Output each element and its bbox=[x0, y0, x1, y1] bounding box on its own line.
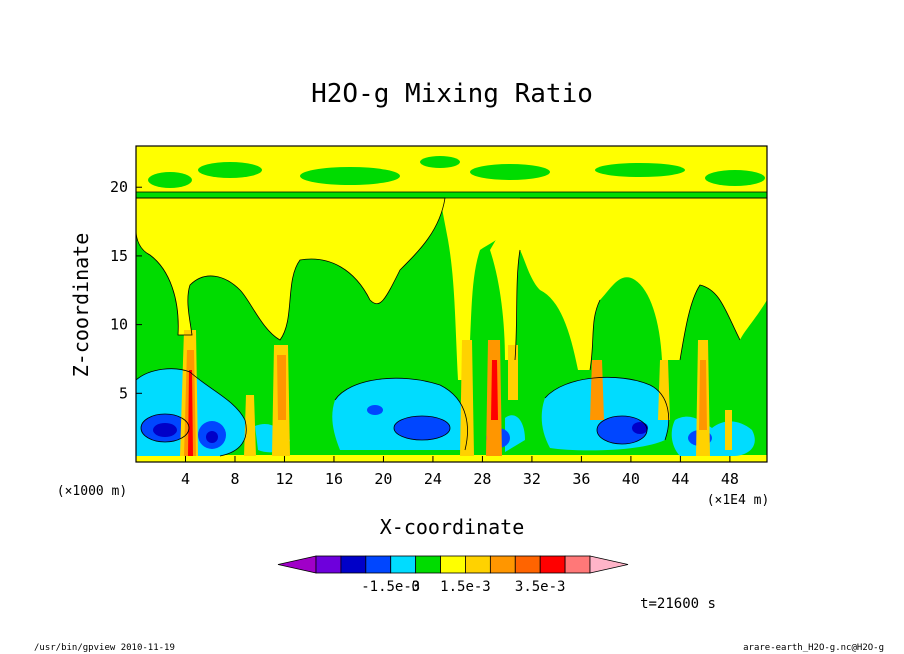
region-dark-cores bbox=[153, 422, 648, 443]
x-axis-label: X-coordinate bbox=[380, 515, 525, 539]
y-unit-label: (×1000 m) bbox=[57, 484, 127, 499]
colorbar bbox=[277, 555, 629, 574]
colorbar-swatch bbox=[489, 555, 516, 574]
plot-frame bbox=[135, 145, 768, 463]
colorbar-swatch bbox=[465, 555, 491, 574]
colorbar-label: 1.5e-3 bbox=[440, 579, 491, 595]
x-tick-label: 48 bbox=[721, 470, 739, 488]
x-tick-label: 16 bbox=[325, 470, 343, 488]
colorbar-swatch bbox=[315, 555, 342, 574]
x-tick-label: 24 bbox=[424, 470, 442, 488]
colorbar-swatch bbox=[415, 555, 441, 574]
colorbar-label: 0 bbox=[411, 579, 419, 595]
x-tick-label: 8 bbox=[230, 470, 239, 488]
colorbar-label: -1.5e-3 bbox=[361, 579, 420, 595]
x-unit-label: (×1E4 m) bbox=[707, 493, 770, 508]
x-tick-label: 28 bbox=[473, 470, 491, 488]
x-axis: 4 8 12 16 20 24 28 32 36 40 44 48 bbox=[181, 456, 739, 488]
colorbar-swatch bbox=[365, 555, 392, 574]
x-tick-label: 44 bbox=[671, 470, 689, 488]
y-axis: 5 10 15 20 bbox=[110, 178, 142, 402]
x-tick-label: 20 bbox=[374, 470, 392, 488]
colorbar-swatch bbox=[440, 555, 466, 574]
y-tick-label: 10 bbox=[110, 316, 128, 334]
y-tick-label: 15 bbox=[110, 247, 128, 265]
x-tick-label: 32 bbox=[523, 470, 541, 488]
footer-right: arare-earth_H2O-g.nc@H2O-g bbox=[743, 643, 884, 653]
colorbar-swatch bbox=[564, 555, 591, 574]
colorbar-swatch bbox=[390, 555, 417, 574]
plot-area bbox=[136, 146, 767, 462]
region-upper-band bbox=[136, 146, 767, 198]
time-label: t=21600 s bbox=[640, 596, 716, 612]
region-yellow-plumes bbox=[136, 198, 767, 380]
region-bottom-band bbox=[136, 455, 767, 462]
colorbar-swatch bbox=[589, 555, 629, 574]
region-updraft-columns bbox=[180, 330, 732, 456]
colorbar-swatch bbox=[514, 555, 541, 574]
colorbar-swatch bbox=[277, 555, 317, 574]
y-axis-label: Z-coordinate bbox=[69, 233, 93, 378]
colorbar-labels: -1.5e-30 1.5e-3 3.5e-3 bbox=[361, 579, 565, 595]
colorbar-label: 3.5e-3 bbox=[515, 579, 566, 595]
colorbar-swatch bbox=[539, 555, 566, 574]
y-tick-label: 20 bbox=[110, 178, 128, 196]
x-tick-label: 4 bbox=[181, 470, 190, 488]
y-tick-label: 5 bbox=[119, 384, 128, 402]
colorbar-swatch bbox=[340, 555, 367, 574]
chart-title: H2O-g Mixing Ratio bbox=[311, 79, 593, 109]
contour-lines bbox=[136, 191, 767, 457]
footer-left: /usr/bin/gpview 2010-11-19 bbox=[34, 643, 175, 653]
x-tick-label: 36 bbox=[572, 470, 590, 488]
x-tick-label: 12 bbox=[275, 470, 293, 488]
x-tick-label: 40 bbox=[622, 470, 640, 488]
